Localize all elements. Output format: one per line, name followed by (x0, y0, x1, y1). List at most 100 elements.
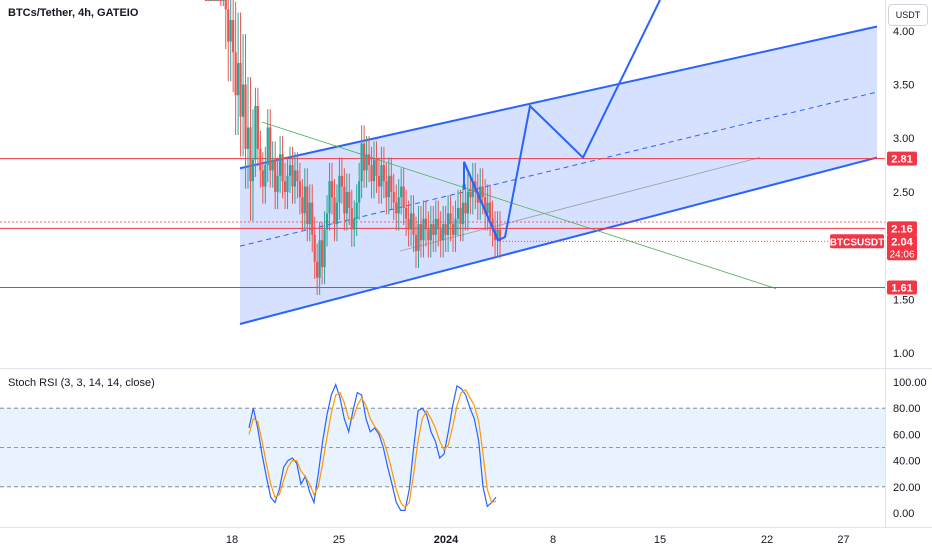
candle-body (224, 0, 227, 10)
candle-body (385, 181, 388, 198)
candle-body (316, 261, 319, 278)
candle-body (466, 191, 469, 214)
symbol-tag-bg (830, 234, 884, 249)
candle-body (479, 186, 482, 203)
candle-body (437, 218, 440, 230)
channel-lower-line (239, 156, 878, 325)
candle-body (471, 181, 474, 198)
candle-body (375, 159, 378, 176)
candle-body (227, 9, 230, 42)
candle-body (204, 0, 208, 1)
candle-body (323, 229, 326, 268)
candle-body (454, 218, 457, 235)
candle-body (212, 0, 215, 1)
candle-body (281, 154, 284, 182)
candle-body (298, 181, 301, 198)
candle-body (365, 154, 368, 171)
candle-body (427, 229, 430, 241)
candle-body (367, 154, 371, 166)
candle-body (461, 202, 465, 225)
candle-body (449, 213, 452, 225)
candle-body (459, 208, 462, 225)
candle-body (340, 175, 343, 187)
candle-body (214, 0, 217, 1)
candle-body (417, 224, 420, 251)
regression-channel-fill (240, 26, 877, 325)
rsi-tick-label: 20.00 (893, 482, 921, 494)
candle-body (491, 218, 494, 230)
symbol-tag: BTCSUSDT (830, 237, 884, 248)
time-tick-label: 15 (654, 534, 666, 546)
candle-body (246, 127, 250, 149)
candle-body (244, 84, 247, 149)
last-price-bg (887, 234, 917, 261)
candle-body (370, 165, 373, 182)
candle-body (380, 165, 383, 187)
candle-body (486, 202, 489, 214)
countdown-label: 24:06 (889, 249, 914, 260)
candle-body (271, 159, 274, 171)
level-label-1-61: 1.61 (891, 282, 912, 294)
candle-body (447, 213, 450, 235)
chart-title: BTCs/Tether, 4h, GATEIO (8, 7, 139, 19)
candle-body (219, 0, 222, 1)
level-label-2-81: 2.81 (891, 154, 912, 166)
candle-body (395, 202, 398, 214)
candle-body (311, 202, 314, 235)
candle-body (338, 175, 341, 203)
candle-body (456, 208, 460, 219)
currency-selector[interactable]: USDT (888, 4, 928, 26)
candle-body (313, 234, 316, 262)
candle-body (330, 181, 334, 198)
candle-body (279, 154, 282, 176)
last-price-label: 2.04 (891, 236, 913, 248)
candle-body (321, 240, 324, 268)
candle-body (397, 197, 400, 214)
candle-body (256, 105, 259, 149)
candle-body (249, 127, 252, 182)
candle-body (345, 191, 348, 214)
rsi-tick-label: 0.00 (893, 508, 914, 520)
green-trendline (261, 121, 777, 289)
level-label-2-16-bg (887, 221, 917, 236)
candle-body (293, 170, 297, 187)
candle-body (489, 202, 492, 219)
time-tick-label: 2024 (434, 534, 459, 546)
candle-body (234, 52, 237, 96)
stoch-rsi-title: Stoch RSI (3, 3, 14, 14, close) (8, 377, 155, 389)
price-tick-label: 1.50 (893, 294, 914, 306)
candle-body (288, 165, 292, 176)
candle-body (434, 218, 437, 235)
stoch-rsi-d-line (248, 389, 497, 509)
candle-body (496, 229, 499, 241)
candle-body (239, 63, 242, 117)
candle-body (259, 148, 262, 171)
candle-body (392, 191, 395, 203)
candle-body (432, 224, 435, 235)
candle-body (343, 186, 346, 214)
candle-body (207, 0, 210, 1)
candle-body (251, 159, 255, 182)
candle-body (303, 186, 306, 214)
time-tick-label: 27 (837, 534, 849, 546)
level-label-2-81-bg (887, 151, 917, 166)
candle-body (325, 213, 329, 230)
candle-body (261, 170, 264, 187)
candle-body (464, 202, 467, 214)
rsi-tick-label: 80.00 (893, 403, 921, 415)
candle-body (414, 234, 418, 251)
candle-body (217, 0, 220, 1)
candle-body (335, 202, 339, 225)
rsi-tick-label: 60.00 (893, 429, 921, 441)
candle-body (229, 20, 232, 42)
candle-body (209, 0, 213, 1)
candle-body (318, 240, 321, 278)
candle-body (382, 165, 385, 182)
candle-body (409, 213, 413, 230)
candle-body (439, 229, 442, 241)
candle-body (353, 218, 356, 230)
projection-path (463, 0, 661, 242)
price-tick-label: 3.50 (893, 80, 914, 92)
